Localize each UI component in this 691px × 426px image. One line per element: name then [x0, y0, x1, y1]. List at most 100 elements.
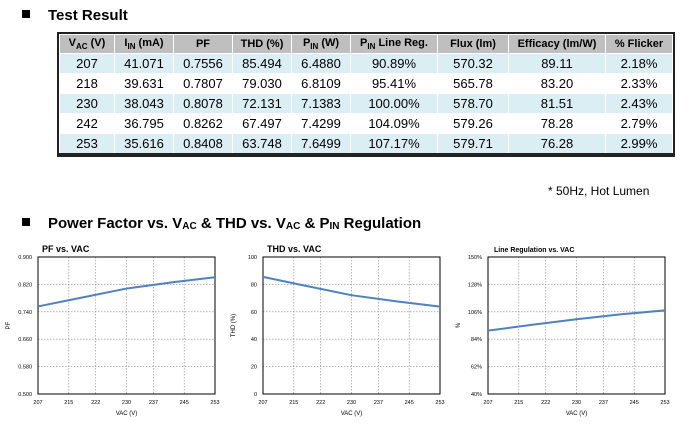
y-tick-label: 80	[251, 282, 257, 288]
table-cell: 78.28	[508, 113, 606, 134]
table-cell: 81.51	[508, 93, 606, 114]
x-tick-label: 215	[514, 400, 523, 406]
table-cell: 67.497	[232, 113, 292, 134]
table-cell: 83.20	[508, 73, 606, 94]
y-tick-label: 0.500	[18, 392, 32, 398]
x-tick-label: 230	[572, 400, 581, 406]
x-tick-label: 253	[210, 400, 219, 406]
column-header: THD (%)	[232, 34, 292, 54]
table-cell: 7.1383	[291, 93, 351, 114]
table-footnote: * 50Hz, Hot Lumen	[548, 184, 650, 198]
x-tick-label: 253	[435, 400, 444, 406]
table-cell: 79.030	[232, 73, 292, 94]
section-heading-charts: Power Factor vs. VAC & THD vs. VAC & PIN…	[22, 215, 421, 232]
table-cell: 570.32	[437, 53, 509, 74]
y-tick-label: 100	[248, 255, 257, 261]
x-tick-label: 215	[64, 400, 73, 406]
table-cell: 0.8408	[173, 133, 233, 155]
y-tick-label: 20	[251, 365, 257, 371]
chart-title: THD vs. VAC	[267, 244, 322, 254]
x-tick-label: 245	[630, 400, 639, 406]
pf-vs-vac-chart: PF vs. VAC 0.500 0.580 0.660 0.740 0.820 0.900…	[6, 244, 220, 417]
table-cell: 579.71	[437, 133, 509, 155]
y-axis-label: PF	[6, 321, 12, 329]
y-tick-label: 40	[251, 337, 257, 343]
table-cell: 41.071	[114, 53, 174, 74]
x-axis-label: VAC (V)	[116, 411, 138, 417]
table-cell: 7.4299	[291, 113, 351, 134]
y-tick-label: 150%	[468, 255, 482, 261]
x-tick-label: 230	[122, 400, 131, 406]
table-cell: 76.28	[508, 133, 606, 155]
y-tick-label: 0	[254, 392, 257, 398]
x-tick-label: 215	[289, 400, 298, 406]
table-cell: 242	[59, 113, 115, 134]
table-cell: 107.17%	[350, 133, 438, 155]
table-cell: 89.11	[508, 53, 606, 74]
x-axis-label: VAC (V)	[341, 411, 363, 417]
x-tick-label: 253	[660, 400, 669, 406]
column-header: Efficacy (lm/W)	[508, 34, 606, 54]
table-cell: 39.631	[114, 73, 174, 94]
table-row: 242 36.795 0.8262 67.497 7.4299 104.09% 579.26…	[59, 113, 673, 134]
column-header: % Flicker	[605, 34, 673, 54]
plot-frame	[262, 256, 441, 395]
table-cell: 95.41%	[350, 73, 438, 94]
x-tick-label: 237	[149, 400, 158, 406]
table-row: 230 38.043 0.8078 72.131 7.1383 100.00% 578.70…	[59, 93, 673, 114]
x-tick-label: 222	[316, 400, 325, 406]
table-row: 218 39.631 0.7807 79.030 6.8109 95.41% 565.78 8…	[59, 73, 673, 94]
y-tick-label: 0.660	[18, 337, 32, 343]
table-cell: 2.18%	[605, 53, 673, 74]
column-header: PF	[173, 34, 233, 54]
x-tick-label: 207	[33, 400, 42, 406]
x-tick-label: 207	[483, 400, 492, 406]
y-tick-label: 84%	[471, 337, 482, 343]
chart-title: Line Regulation vs. VAC	[494, 247, 574, 254]
x-tick-label: 245	[405, 400, 414, 406]
table-cell: 100.00%	[350, 93, 438, 114]
y-tick-label: 0.900	[18, 255, 32, 261]
y-tick-label: 128%	[468, 282, 482, 288]
table-cell: 0.8262	[173, 113, 233, 134]
x-tick-label: 237	[599, 400, 608, 406]
line-regulation-vs-vac-chart: Line Regulation vs. VAC 40% 62% 84% 106% 128%…	[456, 247, 670, 417]
column-header: PIN Line Reg.	[350, 34, 438, 54]
table-cell: 90.89%	[350, 53, 438, 74]
square-bullet-icon	[22, 218, 30, 227]
table-cell: 72.131	[232, 93, 292, 114]
table-cell: 2.99%	[605, 133, 673, 155]
thd-vs-vac-chart: THD vs. VAC 0 20 40 60 80 100 207 215 222 230 237 24…	[231, 244, 445, 417]
table-cell: 253	[59, 133, 115, 155]
table-cell: 0.8078	[173, 93, 233, 114]
column-header: VAC (V)	[59, 34, 115, 54]
y-axis-label: %	[456, 322, 462, 328]
table-cell: 6.8109	[291, 73, 351, 94]
square-bullet-icon	[22, 10, 30, 19]
column-header: PIN (W)	[291, 34, 351, 54]
y-tick-label: 60	[251, 310, 257, 316]
x-tick-label: 222	[541, 400, 550, 406]
table-cell: 207	[59, 53, 115, 74]
table-cell: 230	[59, 93, 115, 114]
table-row: 253 35.616 0.8408 63.748 7.6499 107.17% 579.71…	[59, 133, 673, 155]
table-cell: 36.795	[114, 113, 174, 134]
y-tick-label: 40%	[471, 392, 482, 398]
y-tick-label: 0.580	[18, 365, 32, 371]
x-tick-label: 237	[374, 400, 383, 406]
x-tick-label: 230	[347, 400, 356, 406]
y-axis-label: THD (%)	[231, 314, 237, 337]
x-tick-label: 245	[180, 400, 189, 406]
table-cell: 38.043	[114, 93, 174, 114]
table-cell: 0.7556	[173, 53, 233, 74]
column-header: Flux (lm)	[437, 34, 509, 54]
column-header: IIN (mA)	[114, 34, 174, 54]
y-tick-label: 0.820	[18, 282, 32, 288]
plot-frame	[37, 256, 216, 395]
table-cell: 2.43%	[605, 93, 673, 114]
table-cell: 104.09%	[350, 113, 438, 134]
table-cell: 35.616	[114, 133, 174, 155]
table-cell: 218	[59, 73, 115, 94]
x-tick-label: 222	[91, 400, 100, 406]
test-result-table: VAC (V) IIN (mA) PF THD (%) PIN (W) PIN Line …	[57, 32, 675, 157]
